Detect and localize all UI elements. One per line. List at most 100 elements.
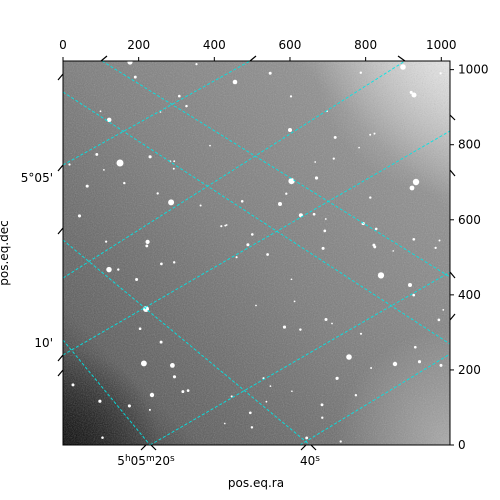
grid-line — [63, 91, 450, 345]
y-axis-label: pos.eq.dec — [0, 220, 11, 285]
star — [127, 404, 131, 408]
x-axis-label: pos.eq.ra — [228, 476, 284, 490]
star — [324, 218, 327, 220]
star — [223, 422, 226, 425]
star — [439, 72, 442, 75]
star — [332, 157, 335, 160]
grid-line — [101, 61, 450, 278]
star — [159, 340, 163, 344]
star — [438, 239, 441, 242]
star — [170, 363, 175, 368]
world-tick — [57, 73, 64, 81]
star — [232, 79, 238, 85]
world-coordinate-ticks — [57, 55, 456, 451]
y-pixel-tick-label: 0 — [458, 438, 466, 452]
world-tick — [449, 169, 456, 177]
star — [293, 300, 296, 303]
star — [409, 90, 413, 94]
star — [106, 266, 112, 273]
star — [98, 399, 102, 403]
star — [314, 176, 319, 180]
star — [269, 385, 272, 387]
star — [195, 62, 198, 66]
world-tick — [150, 444, 157, 451]
star — [323, 229, 327, 233]
star — [265, 400, 268, 403]
star — [159, 111, 162, 113]
star — [268, 71, 272, 75]
star — [235, 256, 238, 259]
star — [133, 75, 137, 79]
bright-star — [346, 354, 352, 360]
star — [305, 436, 309, 440]
star — [377, 272, 385, 279]
star — [68, 163, 71, 166]
star — [369, 133, 372, 136]
y-pixel-tick-label: 200 — [458, 363, 481, 377]
star — [225, 224, 228, 226]
world-tick — [57, 164, 64, 172]
star — [145, 244, 149, 248]
star — [392, 250, 395, 252]
star — [442, 308, 445, 311]
world-tick — [449, 271, 456, 279]
star — [71, 383, 75, 387]
ra-tick-label-2: 40s — [300, 454, 320, 468]
star — [321, 416, 324, 419]
dec-tick-label-1: 5°05' — [21, 171, 53, 185]
ra-hours-unit: h — [125, 454, 131, 464]
star — [95, 152, 99, 156]
star — [359, 71, 362, 74]
pixel-ticks-right: 0 200 400 600 800 1000 — [450, 63, 489, 452]
star — [246, 243, 250, 247]
star — [250, 233, 254, 236]
star — [285, 192, 288, 195]
star — [135, 278, 139, 281]
ra-hours: 5 — [117, 454, 125, 468]
star — [413, 345, 417, 349]
star — [288, 178, 295, 185]
x-pixel-tick-label: 400 — [203, 38, 226, 52]
star — [291, 390, 293, 393]
star — [240, 200, 244, 203]
bright-star — [149, 392, 155, 398]
world-tick — [57, 369, 64, 377]
ra-seconds: 20 — [155, 454, 170, 468]
pixel-ticks-top: 0 200 400 600 800 1000 — [59, 38, 457, 61]
grid-line — [63, 130, 450, 356]
bright-star — [278, 202, 282, 206]
world-tick — [310, 444, 317, 451]
star — [320, 403, 324, 407]
bright-star — [411, 92, 417, 98]
y-pixel-tick-label: 1000 — [458, 63, 489, 77]
star — [266, 253, 269, 256]
star — [224, 224, 227, 227]
world-tick — [449, 313, 456, 321]
bright-star — [408, 283, 412, 287]
bright-star — [127, 61, 133, 65]
star — [138, 327, 142, 331]
bright-star — [409, 185, 415, 191]
star — [439, 363, 443, 367]
star — [255, 304, 257, 307]
star — [148, 155, 152, 159]
bright-star — [392, 361, 398, 367]
star — [117, 268, 120, 271]
grid-line — [149, 271, 450, 445]
bright-star — [116, 159, 124, 167]
world-tick — [449, 114, 456, 121]
star — [299, 328, 302, 331]
star — [172, 261, 176, 264]
x-pixel-tick-label: 800 — [354, 38, 377, 52]
star — [145, 239, 150, 244]
star — [358, 146, 360, 149]
y-pixel-tick-label: 400 — [458, 288, 481, 302]
star — [103, 169, 105, 171]
star — [250, 426, 254, 429]
world-tick — [57, 354, 64, 362]
star — [339, 440, 342, 443]
x-pixel-tick-label: 200 — [127, 38, 150, 52]
bright-star — [412, 178, 420, 186]
x-pixel-tick-label: 1000 — [426, 38, 457, 52]
y-pixel-tick-label: 600 — [458, 213, 481, 227]
